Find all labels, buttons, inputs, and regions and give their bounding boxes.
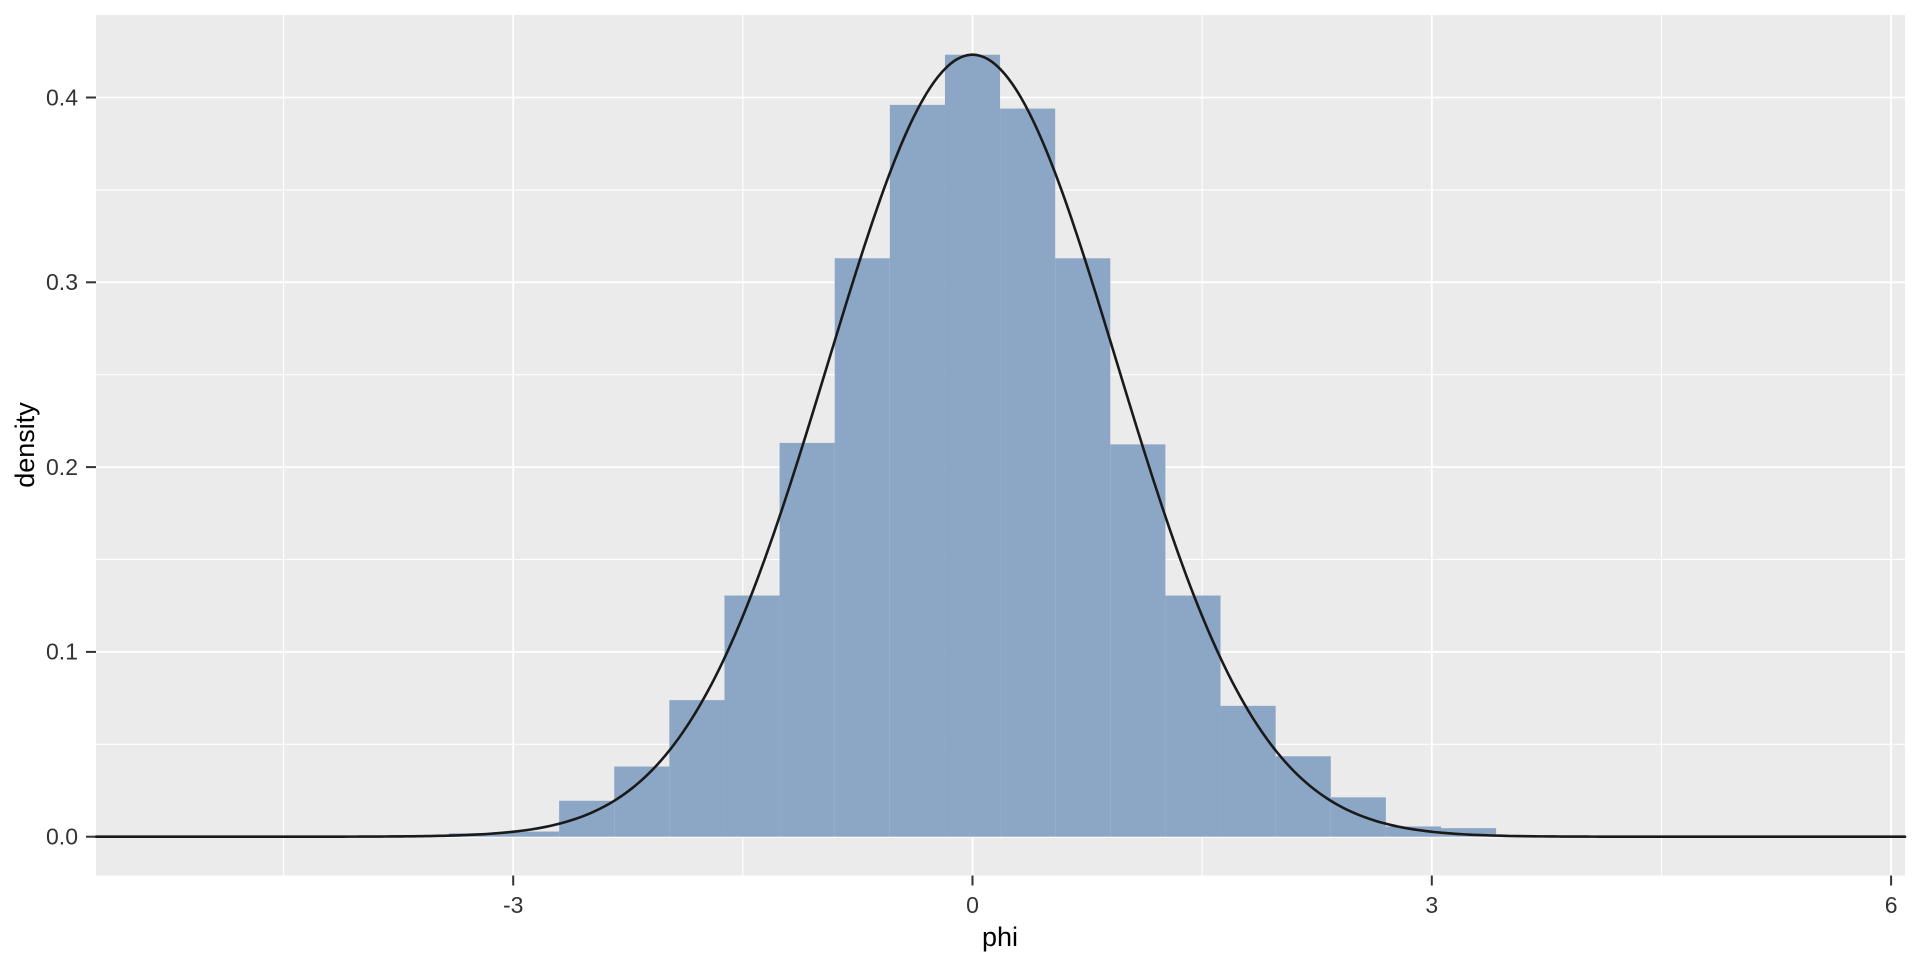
svg-text:0.2: 0.2 xyxy=(46,454,78,480)
svg-text:density: density xyxy=(10,402,40,488)
svg-text:6: 6 xyxy=(1885,892,1898,918)
svg-text:phi: phi xyxy=(982,922,1018,952)
svg-text:-3: -3 xyxy=(503,892,523,918)
svg-text:0: 0 xyxy=(966,892,979,918)
svg-text:0.0: 0.0 xyxy=(46,824,78,850)
svg-text:0.4: 0.4 xyxy=(46,84,78,110)
svg-text:0.3: 0.3 xyxy=(46,269,78,295)
svg-text:0.1: 0.1 xyxy=(46,639,78,665)
svg-text:3: 3 xyxy=(1425,892,1438,918)
